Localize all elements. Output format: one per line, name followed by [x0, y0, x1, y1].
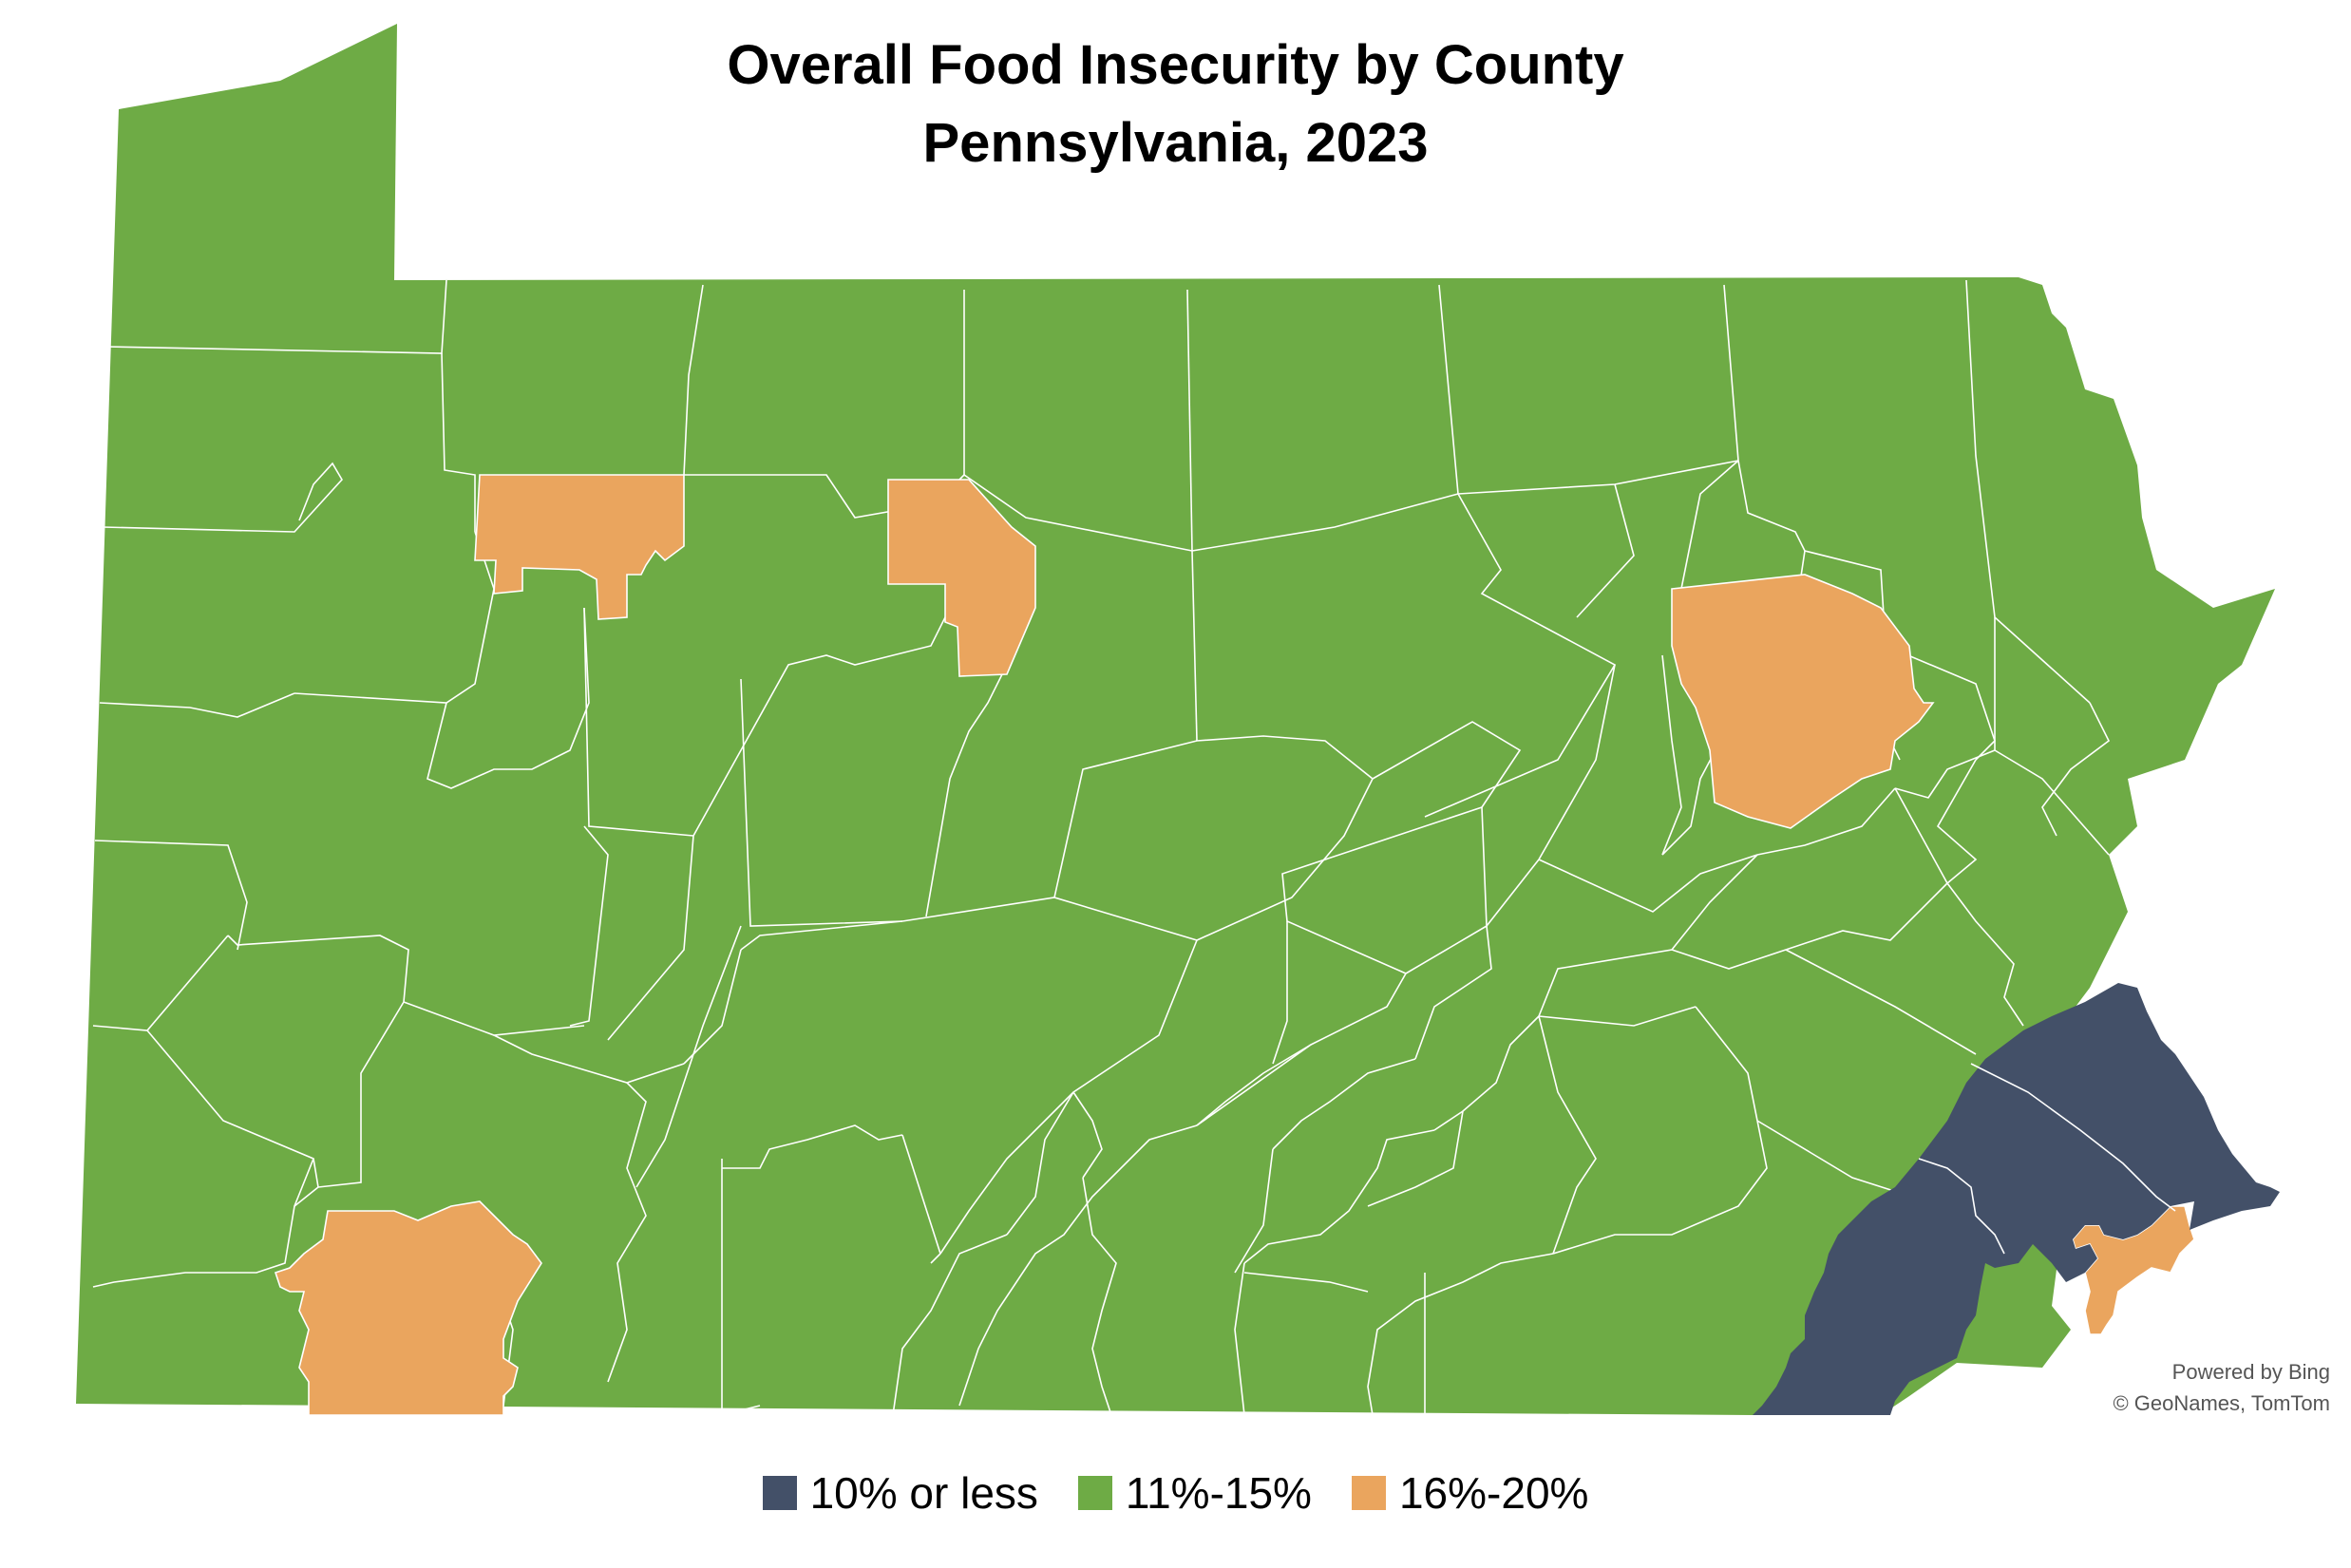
legend-swatch-high — [1351, 1476, 1386, 1510]
county-high-5 — [2072, 1205, 2195, 1335]
attribution-line1: Powered by Bing — [2171, 1360, 2330, 1384]
legend-label-high: 16%-20% — [1398, 1468, 1589, 1518]
legend-label-low: 10% or less — [809, 1468, 1038, 1518]
low-region-borders — [1918, 1063, 2176, 1255]
attribution-line2: © GeoNames, TomTom — [2113, 1391, 2330, 1415]
legend: 10% or less 11%-15% 16%-20% — [0, 1467, 2351, 1519]
map-title-line2: Pennsylvania, 2023 — [922, 112, 1429, 174]
map-attribution: Powered by Bing © GeoNames, TomTom — [2113, 1356, 2330, 1419]
legend-item-mid: 11%-15% — [1077, 1467, 1312, 1519]
county-high-2 — [887, 479, 1036, 677]
legend-label-mid: 11%-15% — [1125, 1468, 1312, 1518]
legend-swatch-mid — [1077, 1476, 1112, 1510]
map-title-line1: Overall Food Insecurity by County — [727, 34, 1624, 96]
map-title: Overall Food Insecurity by County Pennsy… — [0, 27, 2351, 182]
county-high-3 — [1671, 574, 1935, 829]
legend-swatch-low — [762, 1476, 797, 1510]
county-borders — [92, 279, 2111, 1416]
county-high-4 — [274, 1200, 542, 1416]
county-high-1 — [474, 474, 685, 620]
counties-low — [1753, 983, 2280, 1415]
state-shape — [76, 24, 2275, 1415]
legend-item-high: 16%-20% — [1351, 1467, 1589, 1519]
legend-item-low: 10% or less — [762, 1467, 1038, 1519]
